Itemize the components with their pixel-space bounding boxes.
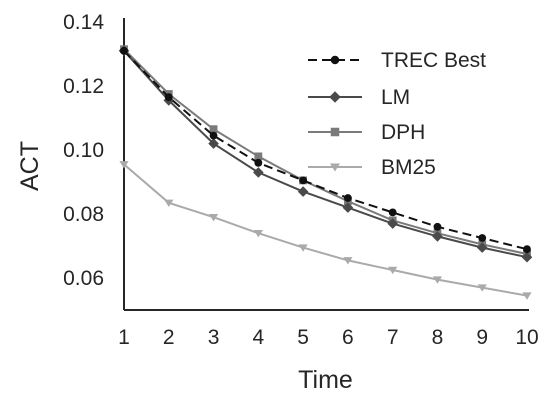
x-tick-label: 3	[208, 326, 220, 349]
data-point-bm25	[477, 284, 487, 292]
data-point-bm25	[298, 244, 308, 252]
data-point-bm25	[343, 257, 353, 265]
data-point-lm	[521, 251, 533, 263]
series-lm	[118, 45, 533, 263]
legend-marker-lm	[329, 91, 341, 103]
series-trec-best	[120, 46, 531, 254]
legend: TREC Best LM DPH BM25	[308, 49, 486, 179]
y-tick-label: 0.14	[63, 11, 104, 34]
data-point-bm25	[208, 213, 219, 222]
legend-marker-dph	[330, 127, 340, 137]
x-tick-label: 7	[387, 326, 399, 349]
data-point-trec-best	[164, 93, 173, 102]
legend-item-dph: DPH	[308, 121, 425, 144]
x-tick-labels: 1 2 3 4 5 6 7 8 9 10	[118, 326, 539, 349]
data-point-trec-best	[523, 245, 531, 254]
data-point-dph	[254, 152, 263, 161]
x-tick-label: 10	[515, 326, 538, 349]
y-axis-label: ACT	[16, 141, 44, 191]
x-tick-label: 6	[342, 326, 354, 349]
x-tick-label: 9	[476, 326, 488, 349]
x-tick-label: 8	[432, 326, 444, 349]
legend-label-lm: LM	[381, 86, 410, 109]
data-point-bm25	[119, 161, 129, 169]
series-line-dph	[123, 48, 528, 255]
y-tick-labels: 0.06 0.08 0.10 0.12 0.14	[63, 11, 104, 290]
data-point-lm	[253, 167, 264, 178]
legend-marker-bm25	[330, 163, 340, 172]
series-line-bm25	[123, 163, 528, 297]
x-tick-label: 2	[163, 326, 175, 349]
data-point-trec-best	[388, 208, 397, 217]
series-dph	[120, 45, 531, 258]
x-tick-label: 5	[297, 326, 309, 349]
data-point-trec-best	[120, 46, 128, 55]
legend-marker-trec-best	[330, 55, 340, 65]
x-tick-label: 1	[118, 326, 130, 349]
data-point-trec-best	[209, 131, 218, 140]
data-point-lm	[342, 202, 354, 213]
series-line-lm	[123, 50, 528, 259]
legend-item-trec-best: TREC Best	[308, 49, 486, 72]
y-tick-label: 0.06	[63, 267, 104, 290]
data-point-lm	[432, 231, 443, 242]
series-group	[118, 45, 533, 300]
data-point-lm	[387, 218, 398, 229]
legend-label-trec-best: TREC Best	[381, 49, 486, 72]
data-point-bm25	[388, 266, 398, 275]
data-point-bm25	[253, 229, 263, 238]
series-bm25	[119, 161, 532, 300]
data-point-lm	[208, 138, 219, 149]
data-point-lm	[297, 186, 309, 197]
y-tick-label: 0.08	[63, 203, 104, 226]
data-point-trec-best	[433, 222, 442, 231]
legend-item-lm: LM	[308, 86, 410, 109]
data-point-dph	[209, 125, 218, 134]
data-point-bm25	[432, 276, 443, 284]
legend-label-bm25: BM25	[381, 156, 436, 179]
y-tick-label: 0.12	[63, 75, 104, 98]
data-point-trec-best	[478, 234, 487, 242]
legend-item-bm25: BM25	[308, 156, 436, 179]
y-tick-label: 0.10	[63, 139, 104, 162]
legend-label-dph: DPH	[381, 121, 425, 144]
data-point-lm	[476, 242, 488, 253]
x-axis-label: Time	[298, 366, 353, 394]
x-tick-label: 4	[252, 326, 264, 349]
data-point-trec-best	[254, 158, 263, 167]
data-point-trec-best	[343, 194, 352, 202]
series-line-trec-best	[123, 50, 528, 251]
data-point-bm25	[164, 199, 174, 207]
data-point-trec-best	[299, 176, 308, 185]
data-point-bm25	[522, 292, 532, 300]
